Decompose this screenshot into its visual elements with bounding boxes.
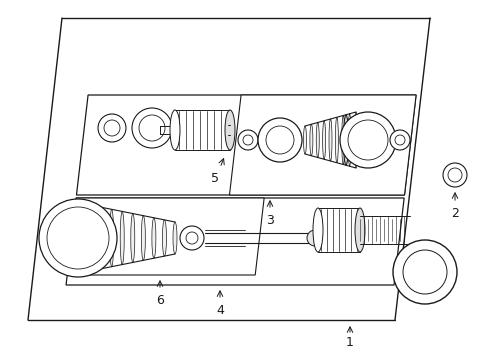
Ellipse shape [120, 211, 124, 265]
Text: 2: 2 [450, 207, 458, 220]
Text: 1: 1 [346, 337, 353, 350]
Circle shape [39, 199, 117, 277]
Ellipse shape [328, 119, 331, 161]
Ellipse shape [88, 205, 92, 271]
Ellipse shape [89, 207, 94, 269]
Circle shape [185, 232, 198, 244]
Ellipse shape [170, 110, 180, 150]
Polygon shape [229, 95, 415, 195]
Ellipse shape [312, 208, 323, 252]
Text: 4: 4 [216, 303, 224, 316]
Circle shape [139, 115, 164, 141]
Circle shape [339, 112, 395, 168]
Circle shape [402, 250, 446, 294]
Circle shape [389, 130, 409, 150]
Circle shape [132, 108, 172, 148]
Circle shape [98, 114, 126, 142]
Ellipse shape [343, 115, 348, 165]
Circle shape [258, 118, 302, 162]
Ellipse shape [152, 218, 156, 258]
Polygon shape [76, 95, 415, 195]
Polygon shape [67, 198, 264, 275]
Ellipse shape [99, 207, 103, 269]
Circle shape [447, 168, 461, 182]
Circle shape [442, 163, 466, 187]
Circle shape [392, 240, 456, 304]
Ellipse shape [173, 222, 177, 254]
Ellipse shape [130, 213, 135, 262]
Circle shape [265, 126, 293, 154]
Ellipse shape [341, 116, 344, 165]
Ellipse shape [354, 208, 364, 252]
Text: 6: 6 [156, 293, 163, 306]
Ellipse shape [303, 126, 306, 154]
Ellipse shape [78, 203, 82, 273]
Ellipse shape [109, 209, 113, 267]
Bar [317, 208, 359, 252]
Circle shape [347, 120, 387, 160]
Ellipse shape [347, 114, 350, 166]
Text: 5: 5 [210, 171, 219, 185]
Circle shape [306, 230, 323, 246]
Ellipse shape [162, 220, 166, 256]
Circle shape [394, 135, 404, 145]
Ellipse shape [335, 117, 338, 163]
Bar [175, 110, 229, 150]
Ellipse shape [309, 124, 312, 156]
Circle shape [243, 135, 252, 145]
Circle shape [104, 120, 120, 136]
Circle shape [180, 226, 203, 250]
Ellipse shape [316, 122, 319, 158]
Ellipse shape [322, 121, 325, 159]
Ellipse shape [141, 216, 145, 260]
Text: 3: 3 [265, 213, 273, 226]
Circle shape [238, 130, 258, 150]
Circle shape [47, 207, 109, 269]
Polygon shape [66, 198, 403, 285]
Ellipse shape [354, 112, 357, 168]
Ellipse shape [224, 110, 235, 150]
